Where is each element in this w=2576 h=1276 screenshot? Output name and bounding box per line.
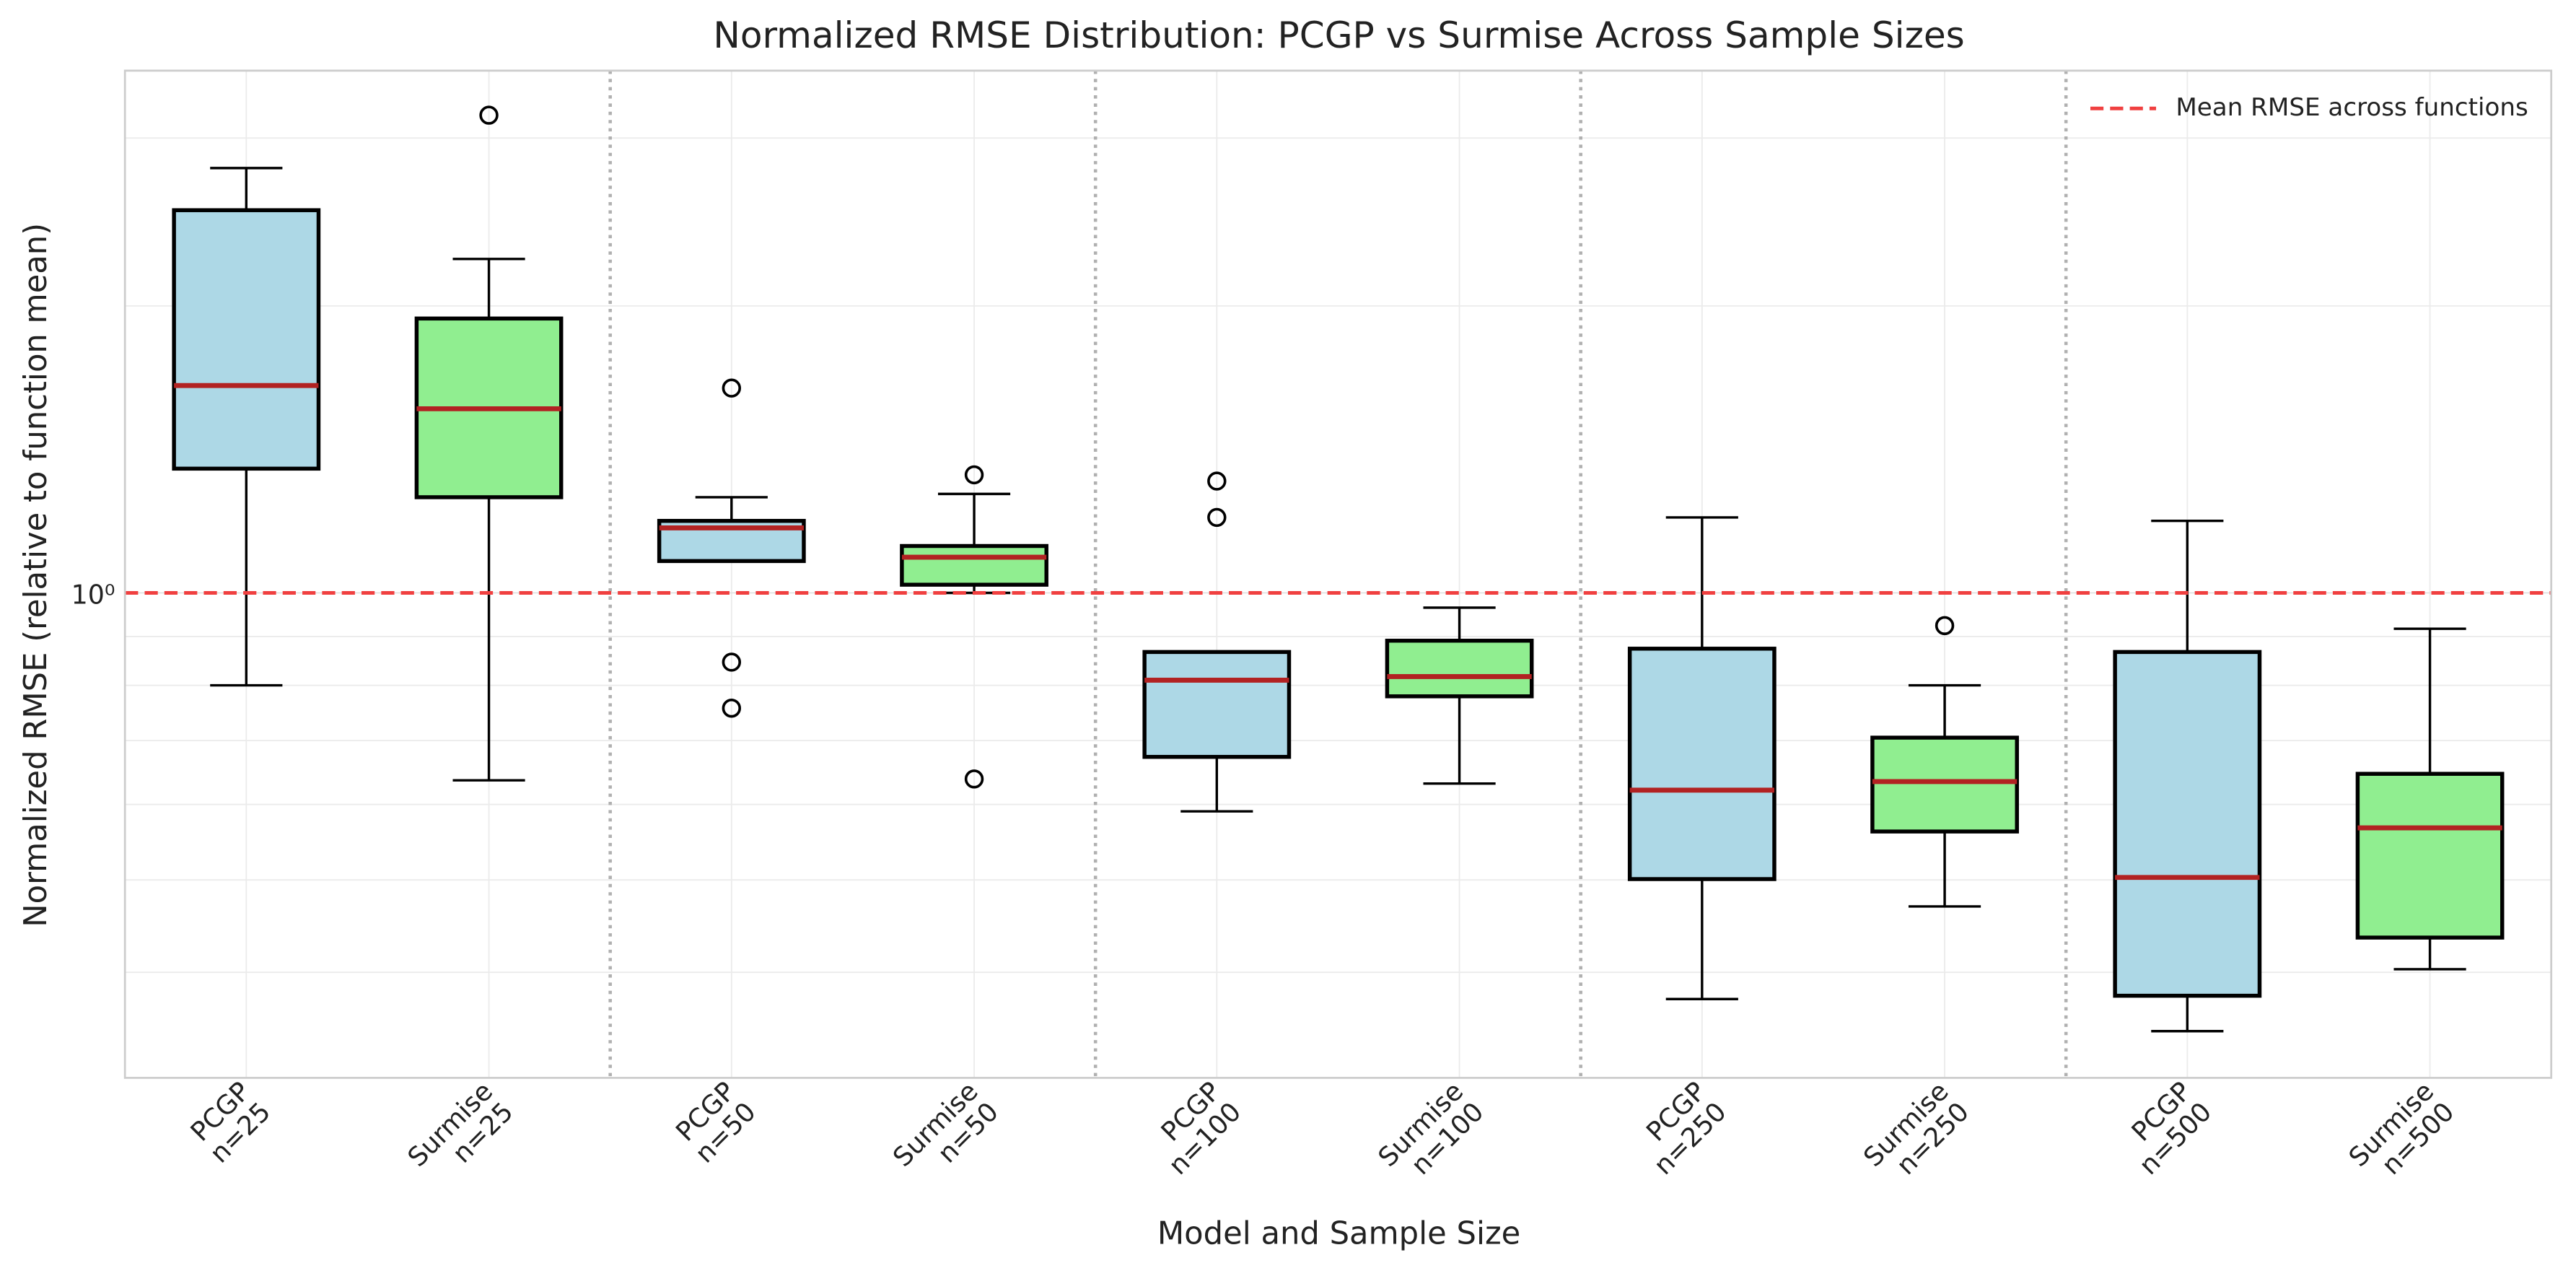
box xyxy=(900,543,1048,587)
x-tick-label: PCGPn=25 xyxy=(183,1075,276,1168)
box xyxy=(2355,772,2505,940)
plot-frame xyxy=(123,69,2553,1079)
flier xyxy=(479,105,499,125)
flier xyxy=(1207,471,1227,491)
x-tick-label: PCGPn=50 xyxy=(668,1075,761,1168)
x-tick-label: Surmisen=500 xyxy=(2342,1075,2460,1193)
x-tick-label: PCGPn=100 xyxy=(1142,1075,1247,1181)
flier xyxy=(722,699,742,718)
box xyxy=(1627,647,1777,881)
chart-title: Normalized RMSE Distribution: PCGP vs Su… xyxy=(713,14,1964,56)
x-tick-label: PCGPn=500 xyxy=(2112,1075,2217,1181)
x-tick-label: Surmisen=100 xyxy=(1372,1075,1489,1193)
x-tick-label: Surmisen=250 xyxy=(1857,1075,1975,1193)
box xyxy=(1870,735,2019,834)
box xyxy=(172,208,321,471)
flier xyxy=(1207,507,1227,528)
x-axis-label: Model and Sample Size xyxy=(1157,1215,1520,1251)
flier xyxy=(964,465,984,485)
x-tick-label: Surmisen=25 xyxy=(401,1075,519,1193)
flier xyxy=(1935,616,1955,636)
flier xyxy=(964,769,984,789)
flier xyxy=(722,378,742,398)
y-axis-label: Normalized RMSE (relative to function me… xyxy=(18,223,54,927)
legend-label: Mean RMSE across functions xyxy=(2176,93,2528,122)
flier xyxy=(722,652,742,672)
y-tick-label: 10⁰ xyxy=(71,580,115,611)
box xyxy=(2113,650,2262,998)
box xyxy=(1385,638,1534,699)
box xyxy=(1142,650,1292,759)
x-tick-label: Surmisen=50 xyxy=(887,1075,1004,1193)
x-tick-label: PCGPn=250 xyxy=(1627,1075,1732,1181)
